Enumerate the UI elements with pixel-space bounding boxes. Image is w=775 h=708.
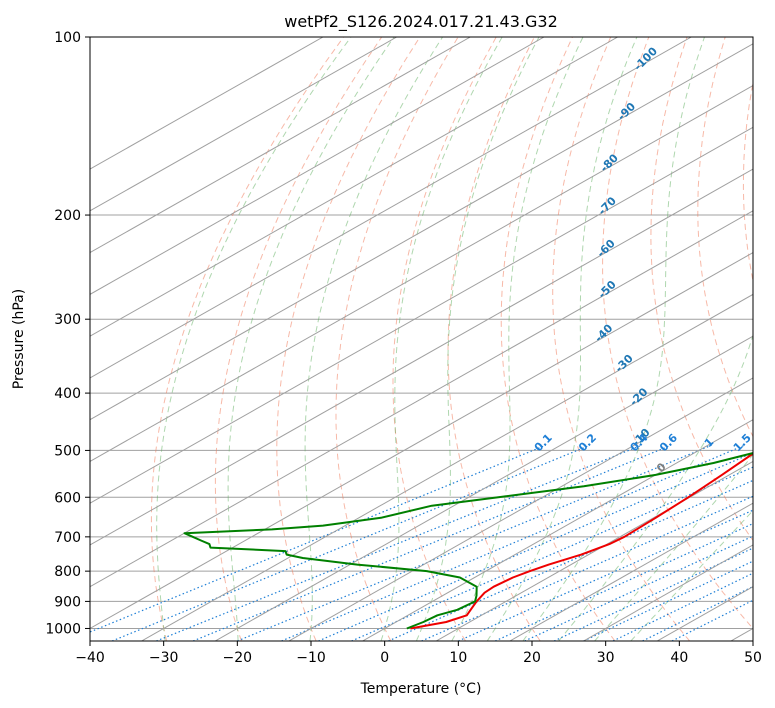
x-tick-label: −40 <box>75 650 105 666</box>
mixing-ratio-line <box>237 444 712 641</box>
moist-adiabat-line <box>227 37 395 641</box>
y-tick-label: 800 <box>54 564 81 580</box>
isotherm-line <box>90 210 753 588</box>
x-tick-label: 50 <box>744 650 762 666</box>
y-tick-label: 200 <box>54 208 81 224</box>
y-axis-label: Pressure (hPa) <box>11 289 27 389</box>
x-tick-label: 30 <box>597 650 615 666</box>
moist-adiabats <box>156 37 753 641</box>
mixing-ratio-line <box>458 509 753 641</box>
y-axis-ticks: 1000 900 800 700 600 500 400 300 200 100 <box>45 30 90 637</box>
mixing-ratio-line <box>553 547 753 641</box>
isotherm-line <box>90 37 618 337</box>
y-tick-label: 1000 <box>45 621 81 637</box>
moist-adiabat-line <box>451 37 584 641</box>
moist-adiabat-line <box>304 37 444 641</box>
isotherm-line <box>90 43 753 421</box>
y-tick-label: 100 <box>54 30 81 46</box>
moist-adiabat-line <box>558 333 753 641</box>
temperature-profile-line <box>410 452 753 630</box>
isotherm-line <box>90 168 753 546</box>
isotherm-line <box>90 37 324 170</box>
isotherm-line <box>90 37 692 379</box>
mixing-ratio-line <box>494 522 753 641</box>
moist-adiabat-line <box>486 37 638 641</box>
isotherm-line <box>214 335 753 641</box>
isotherm-line <box>509 502 753 641</box>
dewpoint-profile-line <box>183 450 753 630</box>
y-tick-label: 600 <box>54 490 81 506</box>
moist-adiabat-line <box>594 453 753 641</box>
isotherm-line <box>362 419 753 641</box>
y-tick-label: 300 <box>54 312 81 328</box>
x-axis-ticks: −40 −30 −20 −10 0 10 20 30 40 50 <box>75 641 762 666</box>
mixing-ratio-line <box>671 599 753 641</box>
dry-adiabat-line <box>150 37 345 641</box>
y-tick-label: 900 <box>54 594 81 610</box>
isotherm-line <box>90 85 753 462</box>
x-tick-label: 0 <box>380 650 389 666</box>
dry-adiabat-line <box>650 37 753 542</box>
x-axis-label: Temperature (°C) <box>360 681 482 697</box>
isotherm-line <box>141 293 753 641</box>
x-tick-label: −30 <box>149 650 179 666</box>
moist-adiabat-line <box>380 37 503 641</box>
isotherm-line <box>90 37 545 295</box>
dry-adiabat-line <box>447 37 541 641</box>
y-tick-label: 400 <box>54 386 81 402</box>
sounding-series <box>183 450 753 630</box>
dry-adiabat-line <box>602 37 753 630</box>
isotherm-line <box>90 252 753 630</box>
isotherm-line <box>435 460 753 641</box>
chart-title: wetPf2_S126.2024.017.21.43.G32 <box>284 12 558 32</box>
x-tick-label: 10 <box>449 650 467 666</box>
moist-adiabat-line <box>522 37 705 641</box>
moist-adiabat-line <box>415 37 540 641</box>
dry-adiabat-line <box>276 37 421 641</box>
x-tick-label: −10 <box>296 650 326 666</box>
x-tick-label: 40 <box>670 650 688 666</box>
isotherm-line <box>288 377 753 641</box>
x-tick-label: 20 <box>523 650 541 666</box>
mixing-ratio-line <box>583 560 753 641</box>
isotherm-line <box>90 37 471 254</box>
y-tick-label: 500 <box>54 443 81 459</box>
isotherms <box>90 37 753 641</box>
isotherm-line <box>90 126 753 504</box>
mixing-ratio-line <box>156 444 642 641</box>
dry-adiabat-line <box>214 37 383 641</box>
mixing-ratio-line <box>421 495 753 641</box>
y-tick-label: 700 <box>54 530 81 546</box>
dry-adiabat-line <box>392 37 497 641</box>
plot-frame <box>89 36 754 642</box>
x-tick-label: −20 <box>223 650 253 666</box>
moist-adiabat-line <box>156 37 352 641</box>
dry-adiabat-line <box>500 37 616 641</box>
isotherm-line <box>90 37 397 212</box>
